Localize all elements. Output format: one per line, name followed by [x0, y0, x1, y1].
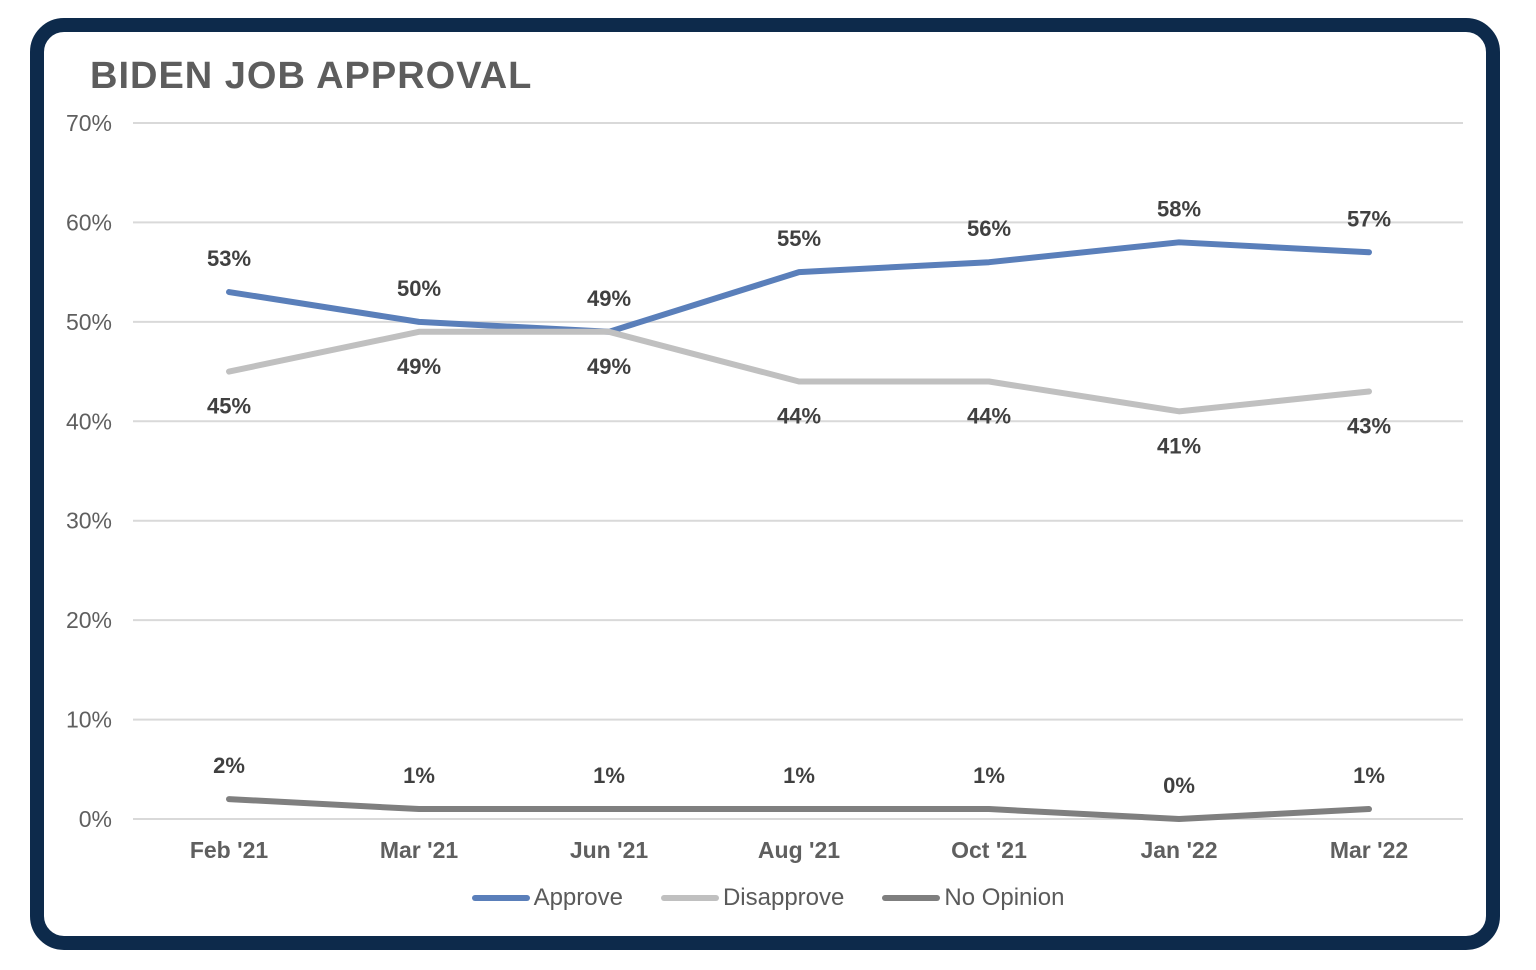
data-label-approve: 50%: [397, 276, 441, 301]
data-label-no-opinion: 1%: [973, 763, 1005, 788]
data-label-no-opinion: 0%: [1163, 773, 1195, 798]
data-label-disapprove: 49%: [587, 354, 631, 379]
gridlines: [133, 122, 1463, 820]
data-label-disapprove: 45%: [207, 394, 251, 419]
legend-label: Approve: [533, 884, 623, 911]
y-axis-ticks: 0% 10% 20% 30% 40% 50% 60% 70%: [66, 110, 112, 832]
x-tick-label: Mar '22: [1330, 837, 1408, 863]
data-label-no-opinion: 1%: [1353, 763, 1385, 788]
data-label-approve: 56%: [967, 216, 1011, 241]
data-label-disapprove: 44%: [777, 404, 821, 429]
series-line-disapprove: [226, 328, 1372, 415]
y-tick-label: 30%: [66, 508, 112, 534]
chart-title: BIDEN JOB APPROVAL: [90, 55, 533, 97]
x-tick-label: Jun '21: [570, 837, 649, 863]
data-label-approve: 58%: [1157, 196, 1201, 221]
data-labels: 53% 50% 49% 55% 56% 58% 57% 45% 49% 49% 44% 44% 41% 4…: [207, 196, 1391, 798]
y-tick-label: 50%: [66, 309, 112, 335]
legend-label: No Opinion: [944, 884, 1065, 911]
legend: Approve Disapprove No Opinion: [0, 884, 1536, 912]
x-tick-label: Aug '21: [758, 837, 840, 863]
x-tick-label: Oct '21: [951, 837, 1027, 863]
data-label-approve: 55%: [777, 226, 821, 251]
series-line-no-opinion: [226, 796, 1372, 822]
y-tick-label: 60%: [66, 209, 112, 235]
y-tick-label: 10%: [66, 707, 112, 733]
data-label-no-opinion: 1%: [783, 763, 815, 788]
legend-item-disapprove: Disapprove: [660, 884, 845, 912]
legend-label: Disapprove: [722, 884, 845, 911]
data-label-approve: 53%: [207, 246, 251, 271]
x-tick-label: Feb '21: [190, 837, 269, 863]
y-tick-label: 70%: [66, 110, 112, 136]
x-tick-label: Jan '22: [1140, 837, 1217, 863]
data-label-disapprove: 44%: [967, 404, 1011, 429]
data-label-no-opinion: 2%: [213, 753, 245, 778]
legend-swatch: [882, 895, 941, 901]
data-label-disapprove: 43%: [1347, 413, 1391, 438]
y-tick-label: 0%: [79, 806, 112, 832]
legend-item-no-opinion: No Opinion: [882, 884, 1064, 912]
data-label-disapprove: 49%: [397, 354, 441, 379]
x-tick-label: Mar '21: [380, 837, 459, 863]
series-lines: [226, 239, 1372, 822]
data-label-approve: 49%: [587, 286, 631, 311]
legend-swatch: [660, 895, 719, 901]
y-tick-label: 40%: [66, 408, 112, 434]
y-tick-label: 20%: [66, 607, 112, 633]
x-axis-ticks: Feb '21 Mar '21 Jun '21 Aug '21 Oct '21 Jan '…: [190, 837, 1408, 863]
data-label-disapprove: 41%: [1157, 433, 1201, 458]
data-label-approve: 57%: [1347, 206, 1391, 231]
series-line-approve: [226, 239, 1372, 335]
data-label-no-opinion: 1%: [403, 763, 435, 788]
data-label-no-opinion: 1%: [593, 763, 625, 788]
chart-frame: [30, 18, 1500, 950]
legend-swatch: [471, 895, 530, 901]
legend-item-approve: Approve: [471, 884, 623, 912]
